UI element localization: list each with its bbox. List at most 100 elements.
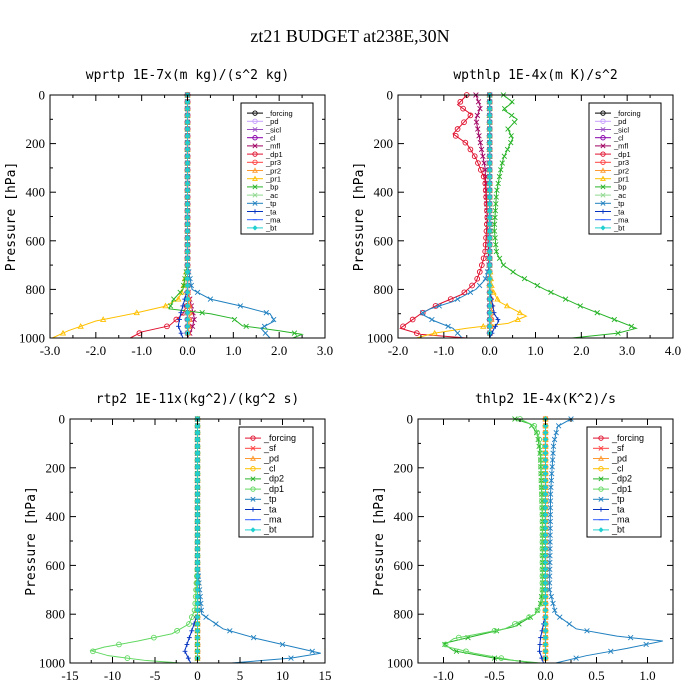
- x-tick-label: 15: [319, 668, 332, 683]
- series-marker: [473, 119, 480, 125]
- legend-swatch-marker: [600, 225, 606, 231]
- series-marker: [557, 614, 563, 620]
- legend-label: _sicl: [265, 125, 281, 134]
- y-tick-label: 800: [26, 282, 46, 297]
- series-marker: [486, 180, 493, 187]
- series-marker: [184, 119, 191, 126]
- series-marker: [486, 126, 493, 132]
- legend-swatch-marker: [598, 466, 604, 472]
- series-marker: [542, 518, 549, 525]
- series-marker: [198, 607, 205, 614]
- series-marker: [486, 296, 493, 302]
- series-marker: [185, 655, 191, 661]
- series-marker: [496, 255, 503, 262]
- legend-item: _bp: [595, 183, 627, 192]
- series-marker: [178, 330, 184, 336]
- series-marker: [550, 450, 556, 456]
- series-marker: [184, 160, 191, 166]
- series-marker: [553, 429, 559, 436]
- series-marker: [547, 566, 553, 573]
- x-tick-label: 10: [276, 668, 289, 683]
- legend-swatch-marker: [250, 466, 256, 472]
- legend-swatch-marker: [600, 200, 606, 206]
- legend-swatch-marker: [598, 445, 604, 451]
- x-tick-label: 0: [194, 668, 201, 683]
- x-tick-label: -5: [150, 668, 161, 683]
- y-tick-label: 200: [394, 460, 414, 475]
- panel-title: wprtp 1E-7x(m kg)/(s^2 kg): [86, 68, 290, 83]
- series-marker: [509, 99, 515, 105]
- legend-item: _cl: [593, 464, 624, 474]
- series-marker: [547, 511, 554, 518]
- legend: _forcing_sf_pd_cl_dp2_dp1_tp_ta_ma_bt: [238, 426, 314, 538]
- series-marker: [486, 201, 493, 207]
- y-tick-label: 0: [59, 412, 66, 427]
- legend: _forcing_pd_sicl_cl_mfl_dp1_pr3_pr2_pr1_…: [240, 102, 314, 235]
- series-marker: [566, 621, 573, 627]
- series-marker: [482, 167, 488, 173]
- series-marker: [562, 296, 569, 302]
- series-marker: [480, 173, 487, 180]
- series-marker: [194, 498, 201, 504]
- series-marker: [499, 160, 505, 166]
- series-marker: [577, 303, 584, 309]
- series-marker: [194, 566, 201, 573]
- legend-item: _pd: [247, 117, 279, 126]
- series-marker: [526, 614, 533, 620]
- y-axis-label: Pressure [hPa]: [4, 162, 19, 272]
- series-marker: [467, 112, 474, 119]
- legend-item: _forcing: [247, 109, 293, 118]
- legend-label: _cl: [611, 464, 624, 474]
- legend-label: _bt: [263, 525, 277, 535]
- legend: _forcing_pd_sicl_cl_mfl_dp1_pr3_pr2_pr1_…: [588, 102, 662, 235]
- series-marker: [542, 457, 549, 463]
- legend-label: _tp: [265, 199, 276, 208]
- legend-swatch-marker: [598, 527, 604, 533]
- series-marker: [478, 262, 485, 268]
- series-marker: [547, 491, 554, 497]
- legend-item: _cl: [247, 134, 276, 143]
- legend-item: _dp2: [245, 474, 284, 484]
- series-marker: [184, 194, 191, 200]
- series-marker: [537, 648, 542, 654]
- legend-label: _pd: [263, 453, 279, 463]
- series-marker: [194, 648, 201, 655]
- legend-label: _pd: [613, 117, 627, 126]
- series-marker: [194, 634, 201, 641]
- legend-label: _tp: [613, 199, 624, 208]
- panel-rtp2: rtp2 1E-11x(kg^2)/(kg^2 s) Pressure [hPa]…: [24, 392, 332, 683]
- legend-swatch-marker: [252, 225, 258, 231]
- series-marker: [188, 282, 195, 289]
- legend-item: _tp: [245, 494, 277, 504]
- series-marker: [547, 518, 554, 525]
- y-tick-label: 400: [46, 509, 66, 524]
- series-marker: [494, 187, 500, 193]
- series-marker: [180, 303, 186, 309]
- x-tick-label: 0.0: [482, 343, 498, 358]
- legend-swatch-marker: [598, 507, 604, 512]
- series-marker: [184, 187, 191, 194]
- series-marker: [151, 634, 157, 641]
- series-marker: [184, 105, 191, 112]
- legend-label: _ta: [263, 504, 277, 514]
- x-tick-label: 5: [237, 668, 244, 683]
- series-marker: [542, 470, 549, 477]
- series-marker: [476, 269, 483, 275]
- legend-item: _pd: [593, 453, 627, 463]
- series-marker: [555, 423, 562, 429]
- series-marker: [615, 330, 621, 336]
- legend-item: _bt: [247, 224, 277, 233]
- legend-label: _sicl: [613, 125, 629, 134]
- x-tick-label: 4.0: [665, 343, 681, 358]
- series-marker: [194, 600, 201, 607]
- y-tick-label: 200: [46, 460, 66, 475]
- series-marker: [460, 105, 466, 112]
- series-marker: [420, 310, 426, 316]
- legend-label: _ta: [611, 504, 625, 514]
- x-tick-label: 3.0: [619, 343, 635, 358]
- series-marker: [194, 457, 201, 463]
- series-marker: [194, 641, 201, 648]
- series-marker: [184, 180, 191, 187]
- series-marker: [486, 153, 493, 160]
- y-tick-label: 400: [374, 185, 394, 200]
